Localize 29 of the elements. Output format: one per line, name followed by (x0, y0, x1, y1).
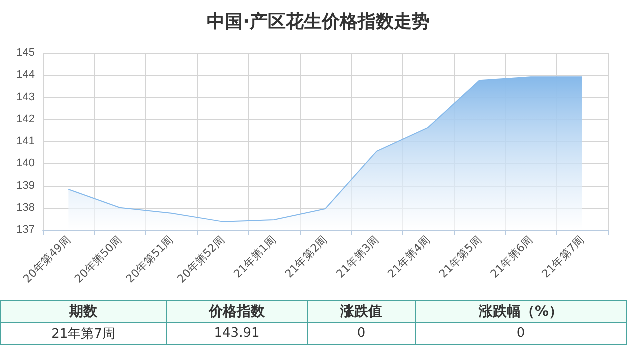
x-tick-label: 21年第5周 (436, 233, 484, 281)
text: 涨跌值 (308, 300, 416, 322)
x-tick-label: 21年第3周 (334, 233, 382, 281)
x-tick-label: 21年第6周 (488, 233, 536, 281)
y-tick-label: 140 (16, 158, 35, 170)
x-tick-label: 21年第1周 (231, 233, 279, 281)
text: 期数 (0, 300, 166, 322)
x-tick-label: 20年第51周 (124, 233, 176, 286)
y-tick-label: 143 (16, 91, 35, 104)
x-tick-label: 21年第2周 (282, 233, 330, 281)
text: 涨跌幅（%） (416, 300, 626, 322)
y-tick-label: 145 (16, 47, 35, 59)
text: 0 (308, 322, 416, 344)
text: 143.91 (166, 322, 308, 344)
y-tick-label: 139 (16, 180, 35, 192)
x-tick-label: 21年第7周 (540, 233, 587, 281)
text: 0 (416, 322, 626, 344)
y-tick-label: 142 (16, 113, 35, 126)
text: 21年第7周 (0, 322, 166, 344)
y-tick-label: 138 (16, 202, 35, 214)
chart-title: 中国·产区花生价格指数走势 (207, 12, 430, 32)
x-tick-label: 20年第52周 (175, 233, 228, 286)
y-tick-label: 144 (16, 69, 35, 82)
x-tick-label: 20年第49周 (20, 233, 74, 286)
y-tick-label: 141 (16, 136, 35, 148)
x-tick-label: 21年第4周 (385, 233, 433, 281)
y-tick-label: 137 (16, 224, 35, 236)
x-tick-label: 20年第50周 (72, 233, 125, 286)
text: 价格指数 (166, 300, 308, 322)
